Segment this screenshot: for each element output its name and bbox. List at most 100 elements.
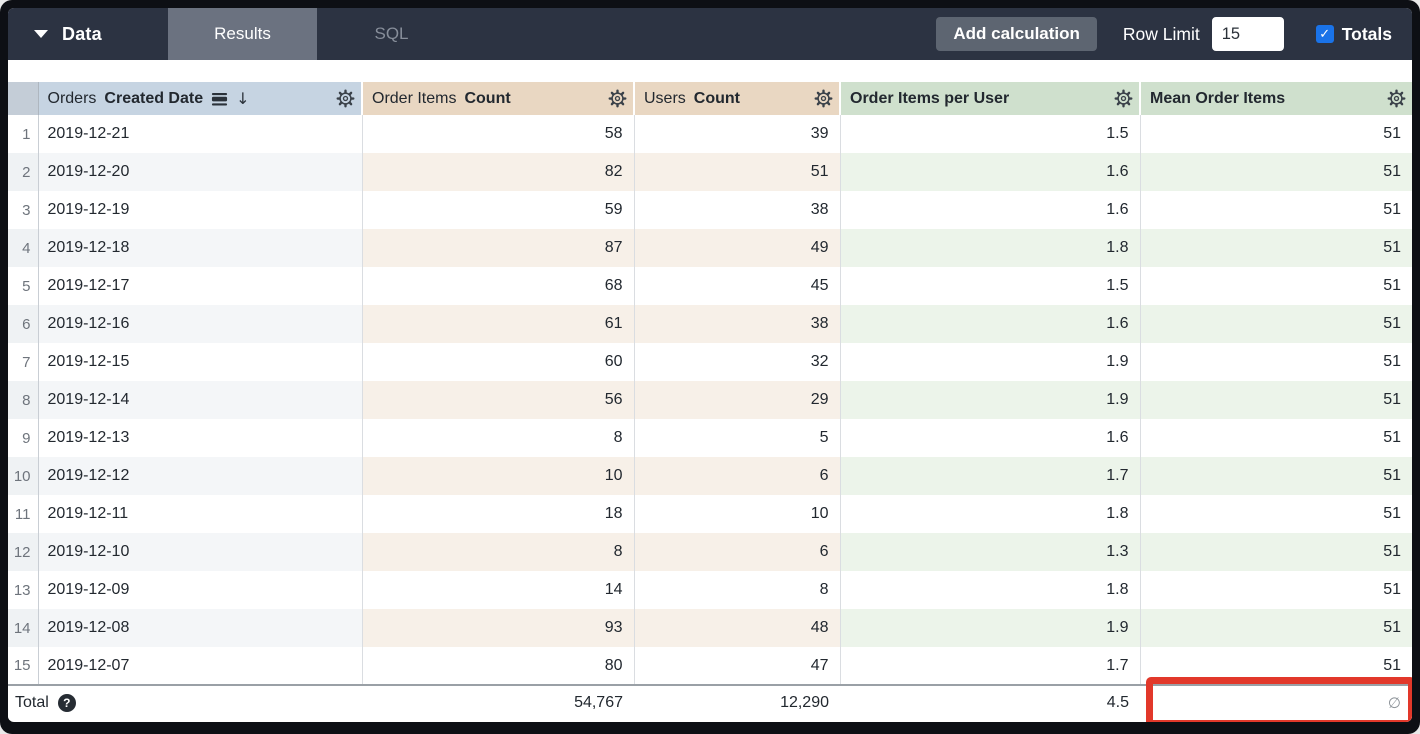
- row-number: 4: [8, 229, 39, 267]
- cell-orders-created-date[interactable]: 2019-12-16: [38, 305, 363, 343]
- cell-order-items-per-user[interactable]: 1.6: [840, 419, 1141, 457]
- cell-order-items-per-user[interactable]: 1.9: [840, 381, 1141, 419]
- data-section-toggle[interactable]: Data: [8, 8, 168, 60]
- cell-orders-created-date[interactable]: 2019-12-17: [38, 267, 363, 305]
- cell-orders-created-date[interactable]: 2019-12-14: [38, 381, 363, 419]
- cell-mean-order-items[interactable]: 51: [1140, 191, 1412, 229]
- cell-users-count[interactable]: 29: [634, 381, 841, 419]
- cell-order-items-per-user[interactable]: 1.7: [840, 647, 1141, 685]
- cell-order-items-count[interactable]: 8: [362, 419, 635, 457]
- cell-order-items-count[interactable]: 56: [362, 381, 635, 419]
- tab-sql[interactable]: SQL: [374, 24, 409, 43]
- cell-orders-created-date[interactable]: 2019-12-19: [38, 191, 363, 229]
- cell-order-items-count[interactable]: 60: [362, 343, 635, 381]
- cell-orders-created-date[interactable]: 2019-12-18: [38, 229, 363, 267]
- column-header-order-items-per-user[interactable]: Order Items per User: [840, 82, 1141, 115]
- cell-users-count[interactable]: 10: [634, 495, 841, 533]
- gear-icon[interactable]: [1387, 89, 1406, 108]
- cell-users-count[interactable]: 38: [634, 191, 841, 229]
- cell-orders-created-date[interactable]: 2019-12-09: [38, 571, 363, 609]
- cell-order-items-per-user[interactable]: 1.8: [840, 571, 1141, 609]
- cell-orders-created-date[interactable]: 2019-12-12: [38, 457, 363, 495]
- cell-orders-created-date[interactable]: 2019-12-15: [38, 343, 363, 381]
- cell-mean-order-items[interactable]: 51: [1140, 115, 1412, 153]
- cell-order-items-per-user[interactable]: 1.7: [840, 457, 1141, 495]
- cell-orders-created-date[interactable]: 2019-12-13: [38, 419, 363, 457]
- total-order-items-count[interactable]: 54,767: [362, 684, 634, 720]
- cell-mean-order-items[interactable]: 51: [1140, 381, 1412, 419]
- gear-icon[interactable]: [1114, 89, 1133, 108]
- cell-order-items-count[interactable]: 59: [362, 191, 635, 229]
- cell-mean-order-items[interactable]: 51: [1140, 647, 1412, 685]
- cell-order-items-count[interactable]: 68: [362, 267, 635, 305]
- cell-mean-order-items[interactable]: 51: [1140, 571, 1412, 609]
- cell-order-items-count[interactable]: 10: [362, 457, 635, 495]
- column-header-mean-order-items[interactable]: Mean Order Items: [1140, 82, 1412, 115]
- total-mean-order-items[interactable]: ∅: [1140, 677, 1412, 722]
- help-icon[interactable]: ?: [57, 694, 76, 712]
- cell-order-items-per-user[interactable]: 1.9: [840, 609, 1141, 647]
- total-users-count[interactable]: 12,290: [634, 684, 840, 720]
- cell-order-items-per-user[interactable]: 1.5: [840, 115, 1141, 153]
- cell-mean-order-items[interactable]: 51: [1140, 533, 1412, 571]
- cell-mean-order-items[interactable]: 51: [1140, 343, 1412, 381]
- subtotal-icon[interactable]: [211, 90, 228, 107]
- cell-users-count[interactable]: 49: [634, 229, 841, 267]
- cell-order-items-per-user[interactable]: 1.6: [840, 305, 1141, 343]
- cell-order-items-per-user[interactable]: 1.3: [840, 533, 1141, 571]
- cell-orders-created-date[interactable]: 2019-12-08: [38, 609, 363, 647]
- row-limit-input[interactable]: [1211, 17, 1284, 51]
- cell-users-count[interactable]: 5: [634, 419, 841, 457]
- cell-users-count[interactable]: 8: [634, 571, 841, 609]
- cell-order-items-per-user[interactable]: 1.8: [840, 229, 1141, 267]
- cell-users-count[interactable]: 38: [634, 305, 841, 343]
- add-calculation-button[interactable]: Add calculation: [936, 17, 1097, 51]
- cell-order-items-per-user[interactable]: 1.6: [840, 191, 1141, 229]
- column-header-users-count[interactable]: Users Count: [634, 82, 841, 115]
- column-header-orders-created-date[interactable]: Orders Created Date ↓: [38, 82, 363, 115]
- gear-icon[interactable]: [336, 89, 355, 108]
- cell-order-items-per-user[interactable]: 1.9: [840, 343, 1141, 381]
- cell-order-items-count[interactable]: 93: [362, 609, 635, 647]
- cell-order-items-count[interactable]: 61: [362, 305, 635, 343]
- totals-checkbox[interactable]: ✓: [1315, 25, 1334, 43]
- cell-users-count[interactable]: 47: [634, 647, 841, 685]
- sort-desc-arrow-icon[interactable]: ↓: [236, 89, 250, 108]
- cell-mean-order-items[interactable]: 51: [1140, 305, 1412, 343]
- cell-mean-order-items[interactable]: 51: [1140, 609, 1412, 647]
- cell-mean-order-items[interactable]: 51: [1140, 267, 1412, 305]
- cell-orders-created-date[interactable]: 2019-12-20: [38, 153, 363, 191]
- cell-order-items-count[interactable]: 18: [362, 495, 635, 533]
- cell-users-count[interactable]: 32: [634, 343, 841, 381]
- cell-orders-created-date[interactable]: 2019-12-11: [38, 495, 363, 533]
- cell-users-count[interactable]: 6: [634, 457, 841, 495]
- gear-icon[interactable]: [814, 89, 833, 108]
- tab-results[interactable]: Results: [168, 8, 317, 60]
- cell-orders-created-date[interactable]: 2019-12-07: [38, 647, 363, 685]
- cell-order-items-count[interactable]: 87: [362, 229, 635, 267]
- cell-order-items-per-user[interactable]: 1.5: [840, 267, 1141, 305]
- cell-order-items-count[interactable]: 82: [362, 153, 635, 191]
- cell-users-count[interactable]: 48: [634, 609, 841, 647]
- totals-toggle[interactable]: ✓ Totals: [1315, 24, 1392, 45]
- cell-mean-order-items[interactable]: 51: [1140, 419, 1412, 457]
- cell-orders-created-date[interactable]: 2019-12-21: [38, 115, 363, 153]
- cell-order-items-count[interactable]: 58: [362, 115, 635, 153]
- cell-order-items-count[interactable]: 14: [362, 571, 635, 609]
- cell-mean-order-items[interactable]: 51: [1140, 495, 1412, 533]
- cell-users-count[interactable]: 39: [634, 115, 841, 153]
- cell-order-items-per-user[interactable]: 1.8: [840, 495, 1141, 533]
- cell-mean-order-items[interactable]: 51: [1140, 229, 1412, 267]
- gear-icon[interactable]: [608, 89, 627, 108]
- total-order-items-per-user[interactable]: 4.5: [840, 684, 1140, 720]
- cell-order-items-per-user[interactable]: 1.6: [840, 153, 1141, 191]
- cell-users-count[interactable]: 6: [634, 533, 841, 571]
- cell-mean-order-items[interactable]: 51: [1140, 457, 1412, 495]
- cell-mean-order-items[interactable]: 51: [1140, 153, 1412, 191]
- column-header-order-items-count[interactable]: Order Items Count: [362, 82, 635, 115]
- cell-order-items-count[interactable]: 8: [362, 533, 635, 571]
- cell-order-items-count[interactable]: 80: [362, 647, 635, 685]
- cell-users-count[interactable]: 51: [634, 153, 841, 191]
- cell-orders-created-date[interactable]: 2019-12-10: [38, 533, 363, 571]
- cell-users-count[interactable]: 45: [634, 267, 841, 305]
